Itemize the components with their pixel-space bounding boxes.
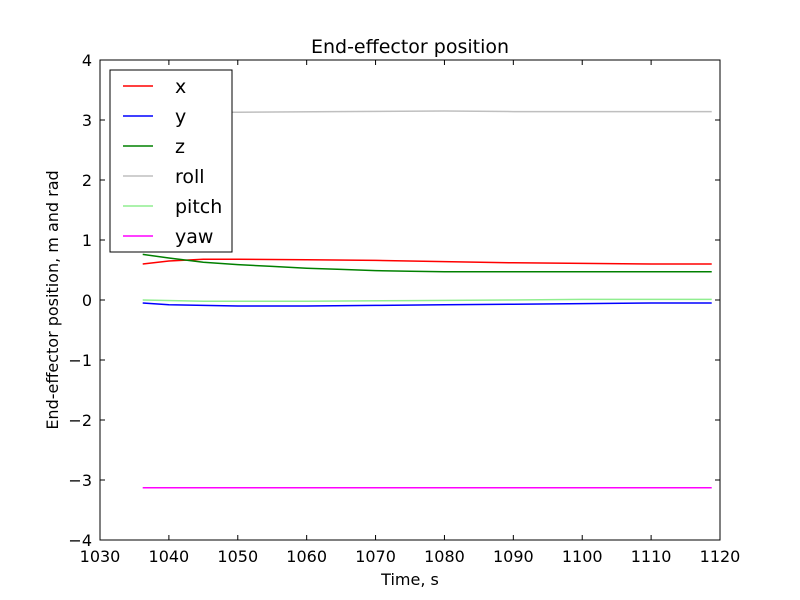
series-line-pitch — [142, 298, 712, 302]
y-tick-label: −2 — [68, 411, 92, 430]
series-line-y — [142, 302, 712, 307]
y-tick-label: 0 — [82, 291, 92, 310]
series-line-x — [142, 258, 712, 265]
legend-box — [109, 69, 233, 253]
x-tick-label: 1060 — [286, 547, 327, 566]
y-tick-label: −4 — [68, 531, 92, 550]
legend-label-y: y — [175, 106, 186, 128]
x-tick-label: 1070 — [355, 547, 396, 566]
legend-label-pitch: pitch — [175, 196, 222, 218]
x-tick-label: 1030 — [80, 547, 121, 566]
y-tick-label: 3 — [82, 111, 92, 130]
chart-title: End-effector position — [311, 36, 509, 58]
legend: xyz roll pitch yaw — [109, 69, 233, 253]
legend-label-roll: roll — [175, 166, 205, 188]
series-line-z — [142, 253, 712, 273]
x-tick-label: 1050 — [217, 547, 258, 566]
tick-labels: 1030 1040 1050 1060 1070 1080 1090 1100 1110 1120… — [68, 51, 740, 566]
x-tick-label: 1100 — [562, 547, 603, 566]
x-tick-label: 1080 — [424, 547, 465, 566]
x-tick-label: 1110 — [631, 547, 672, 566]
y-tick-label: 4 — [82, 51, 92, 70]
series-layer — [142, 110, 712, 489]
y-axis-title: End-effector position, m and rad — [43, 170, 62, 429]
legend-label-x: x — [175, 76, 186, 98]
y-tick-label: 1 — [82, 231, 92, 250]
y-tick-label: 2 — [82, 171, 92, 190]
x-tick-label: 1040 — [149, 547, 190, 566]
x-axis-title: Time, s — [380, 570, 439, 589]
x-tick-label: 1120 — [700, 547, 741, 566]
y-tick-label: −3 — [68, 471, 92, 490]
x-tick-label: 1090 — [493, 547, 534, 566]
legend-label-yaw: yaw — [175, 226, 213, 248]
series-line-roll — [142, 110, 712, 113]
plot-frame — [99, 59, 721, 541]
y-tick-label: −1 — [68, 351, 92, 370]
legend-label-z: z — [175, 136, 185, 158]
